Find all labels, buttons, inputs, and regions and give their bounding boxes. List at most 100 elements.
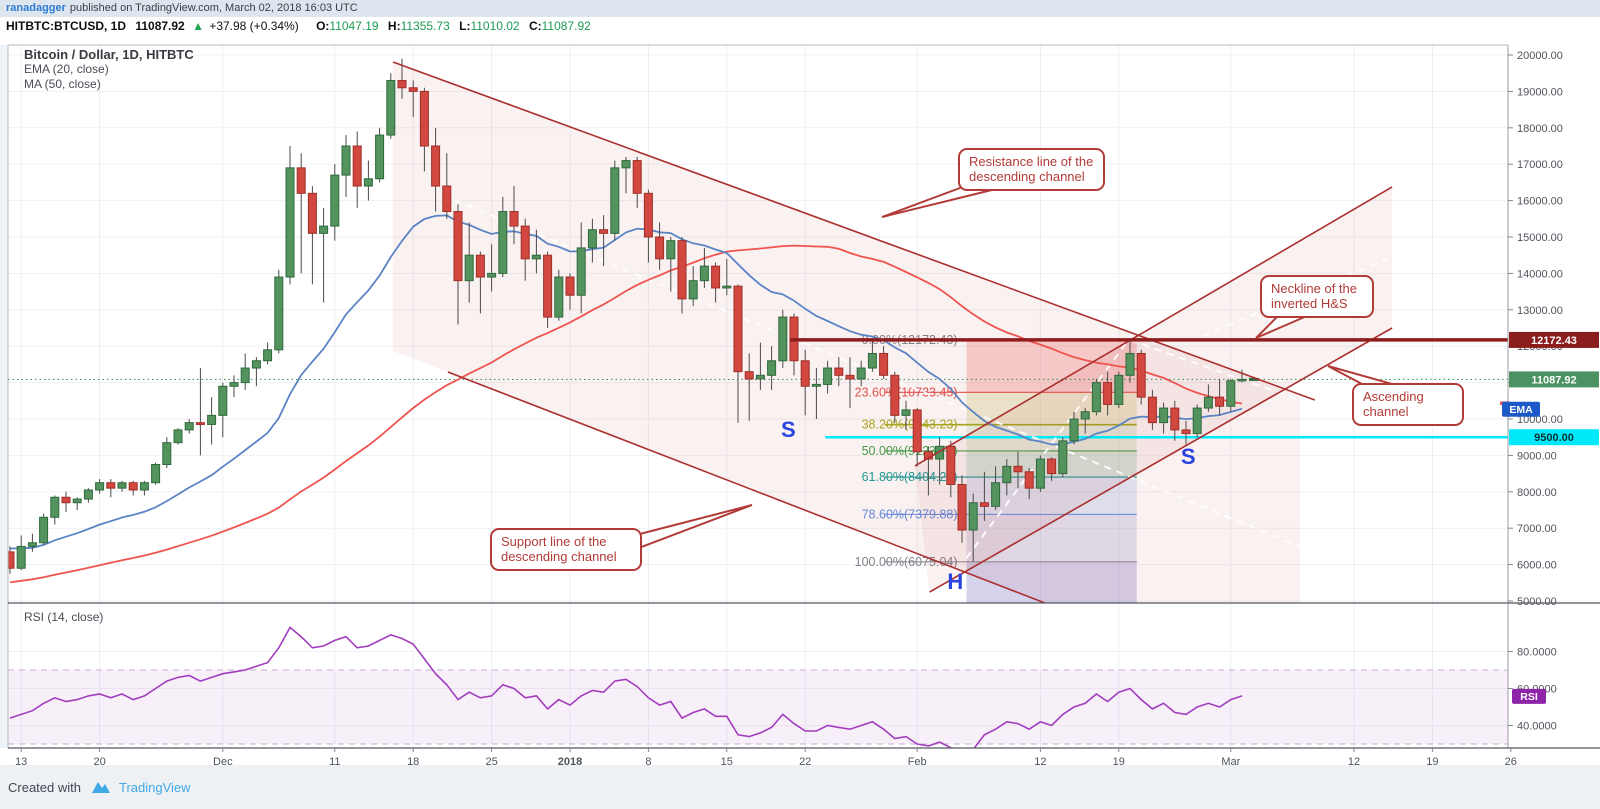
footer: Created with TradingView bbox=[0, 765, 1600, 809]
price-badge-neckline: 12172.43 bbox=[1509, 331, 1599, 348]
candle bbox=[8, 551, 15, 569]
candle bbox=[319, 225, 329, 234]
candle bbox=[621, 160, 631, 169]
ma50-line[interactable] bbox=[9, 244, 1243, 584]
callout-support-line[interactable]: Support line of the descending channel bbox=[490, 528, 642, 571]
svg-text:12172.43: 12172.43 bbox=[1531, 335, 1577, 347]
svg-text:13: 13 bbox=[15, 756, 27, 765]
candle bbox=[285, 167, 295, 278]
rsi-legend[interactable]: RSI (14, close) bbox=[24, 610, 104, 624]
candle bbox=[1013, 465, 1023, 473]
ema-axis-badge: EMA bbox=[1502, 401, 1540, 417]
candle bbox=[834, 367, 844, 376]
candle bbox=[755, 374, 765, 380]
descending-support-line[interactable] bbox=[447, 371, 1046, 603]
candle bbox=[1136, 352, 1146, 398]
svg-text:8000.00: 8000.00 bbox=[1517, 487, 1557, 499]
candle bbox=[576, 247, 586, 296]
descending-resistance-line[interactable] bbox=[392, 61, 1316, 401]
ascending-upper-line[interactable] bbox=[914, 186, 1393, 467]
symbol-name[interactable]: HITBTC:BTCUSD, 1D bbox=[6, 19, 126, 33]
candle bbox=[800, 360, 810, 387]
svg-text:Mar: Mar bbox=[1221, 756, 1240, 765]
pattern-letter[interactable]: S bbox=[781, 417, 796, 442]
chart-canvas[interactable]: 0.00%(12172.43)23.60%(10733.45)38.20%(98… bbox=[0, 35, 1600, 765]
svg-text:12: 12 bbox=[1034, 756, 1046, 765]
candle bbox=[274, 276, 284, 351]
candle bbox=[677, 240, 687, 300]
candle bbox=[890, 374, 900, 416]
change-up-icon: ▲ bbox=[192, 19, 204, 33]
candle bbox=[1024, 471, 1034, 489]
candle bbox=[83, 489, 93, 500]
candle bbox=[1125, 352, 1135, 376]
svg-text:12: 12 bbox=[1348, 756, 1360, 765]
candle bbox=[386, 79, 396, 136]
legend-ma-item[interactable]: MA (50, close) bbox=[24, 77, 101, 91]
candle bbox=[520, 225, 530, 260]
rsi-line[interactable] bbox=[9, 626, 1243, 752]
fib-label: 78.60%(7379.88) bbox=[862, 507, 958, 521]
candle bbox=[599, 229, 609, 234]
dashed-trend-line[interactable] bbox=[1129, 339, 1301, 401]
candle bbox=[1058, 440, 1068, 475]
candle bbox=[184, 422, 194, 431]
svg-text:11087.92: 11087.92 bbox=[1531, 374, 1576, 386]
candle bbox=[1203, 396, 1213, 409]
grid-horizontal bbox=[8, 54, 1508, 726]
candle bbox=[263, 349, 273, 362]
descending-channel-fill[interactable] bbox=[393, 62, 1301, 603]
pattern-letter[interactable]: H bbox=[947, 569, 963, 594]
svg-text:7000.00: 7000.00 bbox=[1517, 523, 1557, 535]
callout-ascending-channel[interactable]: Ascending channel bbox=[1352, 383, 1464, 426]
legend-ema-item[interactable]: EMA (20, close) bbox=[24, 62, 109, 76]
svg-text:19: 19 bbox=[1113, 756, 1125, 765]
candle bbox=[229, 382, 239, 387]
svg-text:80.0000: 80.0000 bbox=[1517, 647, 1557, 659]
candle bbox=[307, 192, 317, 234]
candle bbox=[195, 422, 205, 425]
ascending-lower-line[interactable] bbox=[929, 327, 1393, 593]
pattern-letter[interactable]: S bbox=[1181, 444, 1196, 469]
tradingview-brand-link[interactable]: TradingView bbox=[118, 779, 191, 795]
rsi-pane[interactable] bbox=[8, 626, 1508, 752]
candle bbox=[1091, 382, 1101, 413]
legend-symbol-title[interactable]: Bitcoin / Dollar, 1D, HITBTC bbox=[24, 47, 194, 62]
candle bbox=[991, 482, 1001, 507]
svg-text:9500.00: 9500.00 bbox=[1534, 432, 1574, 444]
author-link[interactable]: ranadagger bbox=[6, 2, 66, 14]
callout-neckline[interactable]: Neckline of the inverted H&S bbox=[1260, 275, 1374, 318]
candle bbox=[27, 542, 37, 547]
close-value: 11087.92 bbox=[541, 19, 591, 33]
candle bbox=[744, 371, 754, 380]
publish-bar: ranadagger published on TradingView.com, … bbox=[0, 0, 1600, 17]
symbol-bar: HITBTC:BTCUSD, 1D 11087.92 ▲ +37.98 (+0.… bbox=[0, 17, 1600, 36]
dashed-trend-line[interactable] bbox=[965, 337, 1131, 559]
svg-text:18: 18 bbox=[407, 756, 419, 765]
candle bbox=[72, 498, 82, 504]
svg-text:15000.00: 15000.00 bbox=[1517, 232, 1563, 244]
svg-text:18000.00: 18000.00 bbox=[1517, 123, 1563, 135]
candle bbox=[722, 285, 732, 289]
svg-text:20: 20 bbox=[93, 756, 105, 765]
time-axis[interactable]: 13 20 Dec 11 18 25 2018 8 15 22 Feb 12 19 Mar 12 19 26 bbox=[15, 748, 1517, 765]
svg-text:2018: 2018 bbox=[558, 756, 582, 765]
svg-text:6000.00: 6000.00 bbox=[1517, 560, 1557, 572]
candle bbox=[688, 280, 698, 300]
last-price: 11087.92 bbox=[135, 19, 185, 33]
candle bbox=[442, 185, 452, 213]
fib-label: 38.20%(9843.23) bbox=[862, 418, 958, 432]
svg-text:20000.00: 20000.00 bbox=[1517, 50, 1563, 62]
candle bbox=[912, 409, 922, 453]
candle bbox=[1069, 418, 1079, 442]
candle bbox=[1226, 380, 1236, 407]
svg-text:13000.00: 13000.00 bbox=[1517, 305, 1563, 317]
ema20-line[interactable] bbox=[9, 214, 1243, 550]
candle bbox=[251, 360, 261, 369]
candle bbox=[811, 383, 821, 387]
low-label: L: bbox=[459, 19, 471, 33]
callout-resistance-line[interactable]: Resistance line of the descending channe… bbox=[958, 148, 1105, 191]
candle bbox=[1147, 396, 1157, 424]
candle bbox=[1103, 382, 1113, 405]
candle bbox=[240, 367, 250, 384]
